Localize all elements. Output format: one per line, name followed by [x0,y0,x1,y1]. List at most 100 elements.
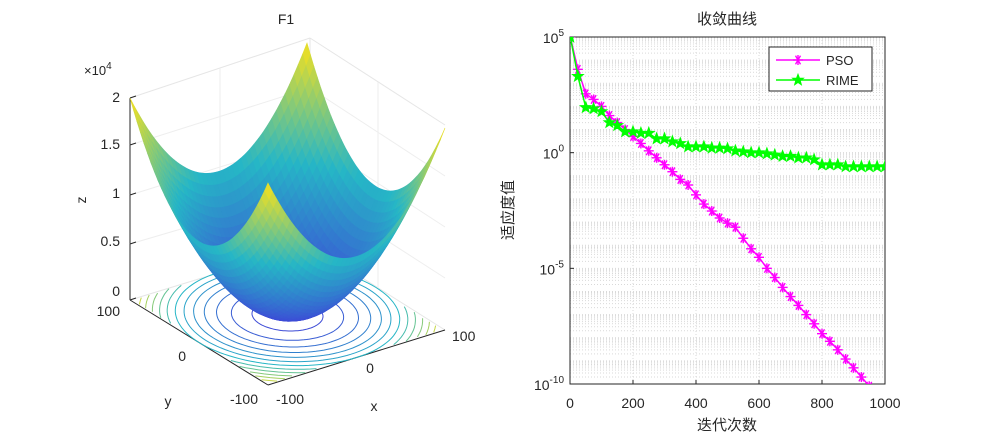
surface-y-tick-label: 100 [97,303,121,319]
surface-plot: F1 ×104 0 0.5 1 1.5 2 z 100 0 -100 y -10… [73,11,476,414]
data-point [626,124,640,138]
data-point [840,354,851,365]
surface-z-exponent: ×104 [84,61,112,78]
data-point [651,152,662,163]
x-tick-label: 200 [621,395,645,411]
convergence-axes-box [570,37,885,384]
data-point [738,233,749,244]
data-point [878,159,885,173]
surface-z-tick-mark [129,297,137,301]
surface-z-tick-label: 2 [112,89,120,105]
data-point [720,141,735,155]
data-point [807,152,821,166]
surface-y-label: y [165,393,172,409]
data-point [635,138,646,149]
data-point [783,149,798,163]
convergence-y-label: 适应度值 [499,180,517,240]
data-point [824,336,835,347]
data-point [799,150,814,164]
data-point [777,282,788,293]
convergence-x-label: 迭代次数 [697,416,757,434]
convergence-title: 收敛曲线 [697,10,757,28]
convergence-plot: 0 200 400 600 800 1000 105 100 10-5 10-10 收敛曲线 迭… [499,10,901,434]
data-point [691,189,701,200]
data-point [657,131,672,145]
convergence-series [570,37,885,384]
data-point [580,88,591,99]
data-point [665,134,680,148]
x-tick-label: 0 [566,395,574,411]
data-point [667,166,678,177]
x-tick-label: 800 [810,395,834,411]
marker-stroke [866,381,869,384]
legend-pso-marker [793,55,803,65]
y-tick-label: 100 [543,144,565,162]
data-point [830,157,845,171]
data-point [697,139,711,153]
legend-box [768,46,873,92]
data-point [570,37,575,43]
surface-patch [129,97,139,119]
surface-patch [264,182,273,200]
series-rime [570,37,885,173]
convergence-legend: PSO RIME [768,46,873,92]
data-point [641,125,656,139]
data-point [793,300,804,311]
convergence-axes-frame [569,36,886,385]
data-point [683,180,694,191]
data-point [752,145,766,159]
data-point [736,144,751,158]
legend-rime-marker [791,72,805,86]
surface-title: F1 [278,11,295,27]
surface-z-tick-mark [129,95,137,99]
surface-y-ticks: 100 0 -100 [97,303,259,407]
series-pso [570,37,873,384]
data-point [817,328,827,339]
data-point [571,69,585,83]
data-point [610,118,625,132]
data-point [722,218,733,229]
surface-y-tick-label: 0 [178,348,186,364]
data-point [754,252,764,263]
data-point [848,362,859,373]
data-point [832,344,843,355]
data-point [746,243,757,254]
data-point [706,206,717,217]
data-point [578,100,593,114]
data-point [594,104,609,118]
convergence-grid [570,37,885,385]
x-tick-label: 400 [684,395,708,411]
legend-marker [793,55,803,65]
data-point [673,136,688,150]
surface-x-tick-label: -100 [276,391,304,407]
data-point [785,291,796,302]
surface-z-tick-label: 1.5 [101,136,121,152]
data-point [643,145,654,156]
surface-z-tick-mark [129,142,137,146]
legend-pso-label: PSO [826,53,853,68]
data-point [866,381,873,384]
surface-z-tick-label: 0.5 [101,233,121,249]
data-point [698,199,709,210]
surface-z-tick-mark [129,241,137,245]
surface-z-tick-label: 1 [112,185,120,201]
y-tick-label: 10-10 [534,375,564,393]
surface-mesh [129,42,446,322]
data-point [809,318,820,329]
legend-rime-label: RIME [826,73,859,88]
convergence-x-ticks: 0 200 400 600 800 1000 [566,380,901,411]
convergence-y-ticks: 105 100 10-5 10-10 [534,28,574,393]
y-tick-label: 105 [543,28,565,46]
data-point [769,272,780,283]
surface-z-tick-label: 0 [112,283,120,299]
surface-x-tick-label: 0 [366,360,374,376]
surface-x-ticks: -100 0 100 [276,328,476,407]
surface-x-tick-label: 100 [452,328,476,344]
data-point [801,309,812,320]
surface-z-tick-mark [129,192,137,196]
data-point [602,115,617,129]
data-point [760,146,774,160]
data-point [675,174,686,185]
surface-x-label: x [371,398,378,414]
